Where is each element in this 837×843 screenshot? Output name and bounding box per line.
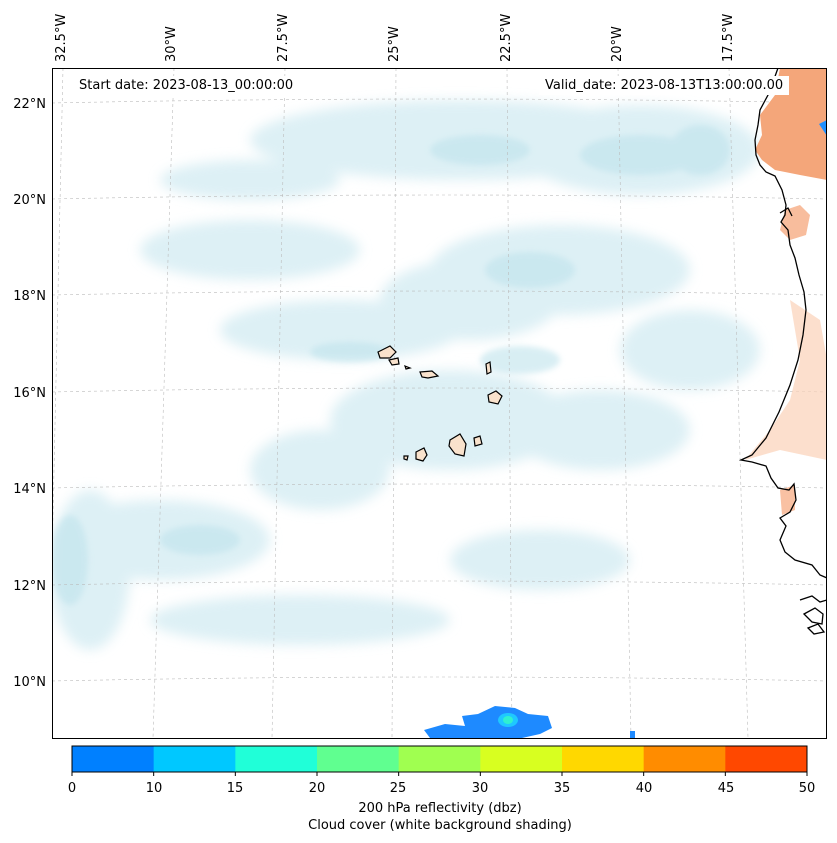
colorbar-tick: 50 [798,781,816,796]
valid-date-label: Valid_date: 2023-08-13T13:00:00.00 [539,76,790,95]
colorbar-segment [72,746,155,772]
lat-label-10n: 10°N [13,675,46,690]
cape-verde-islands [377,345,503,462]
lon-label-22-5w: 22.5°W [499,13,514,62]
map-area [52,68,827,738]
colorbar-segment [725,746,808,772]
colorbar-tick: 10 [145,781,163,796]
colorbar-tick: 35 [553,781,571,796]
colorbar-tick: 25 [389,781,407,796]
colorbar-segment [643,746,726,772]
land-reflectivity [745,68,827,515]
reflectivity-patch [424,706,635,738]
colorbar-segment [562,746,645,772]
colorbar [71,745,808,776]
colorbar-segment [480,746,563,772]
lat-label-16n: 16°N [13,386,46,401]
colorbar-sublabel: Cloud cover (white background shading) [308,818,572,833]
colorbar-label: 200 hPa reflectivity (dbz) [358,801,522,816]
lat-label-18n: 18°N [13,289,46,304]
lon-label-32-5w: 32.5°W [54,13,69,62]
lon-label-17-5w: 17.5°W [721,13,736,62]
lat-label-20n: 20°N [13,193,46,208]
start-date-label: Start date: 2023-08-13_00:00:00 [73,76,300,95]
lon-label-20w: 20°W [610,26,625,62]
map-frame [52,68,827,739]
colorbar-tick: 15 [226,781,244,796]
colorbar-segment [398,746,481,772]
colorbar-tick: 30 [471,781,489,796]
colorbar-segment [235,746,318,772]
lon-label-27-5w: 27.5°W [276,13,291,62]
colorbar-tick: 40 [635,781,653,796]
lat-label-14n: 14°N [13,482,46,497]
lat-label-22n: 22°N [13,97,46,112]
coastline [738,68,827,635]
colorbar-frame [71,745,808,773]
colorbar-tick: 0 [67,781,77,796]
lat-label-12n: 12°N [13,579,46,594]
cloud-cover-shading [52,100,760,650]
colorbar-segment [153,746,236,772]
colorbar-tick: 45 [717,781,735,796]
cloud-cover-detail [52,125,730,605]
lon-label-25w: 25°W [387,26,402,62]
lon-label-30w: 30°W [164,26,179,62]
graticule [52,68,827,738]
colorbar-tick: 20 [308,781,326,796]
colorbar-segment [317,746,400,772]
